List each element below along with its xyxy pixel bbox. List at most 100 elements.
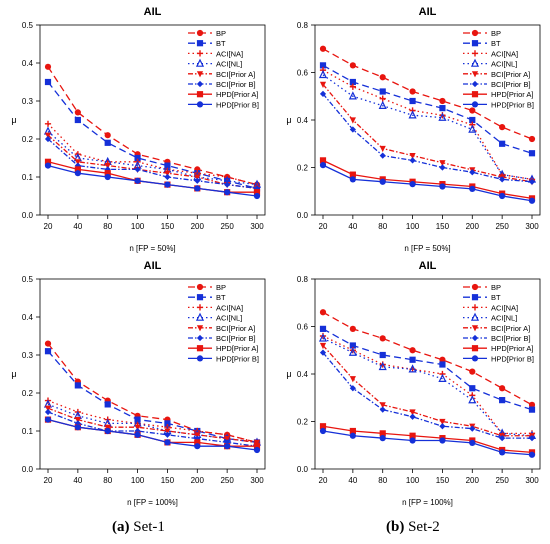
legend-label: BCI[Prior B] <box>491 80 531 89</box>
data-point <box>104 427 111 435</box>
data-point <box>164 170 171 177</box>
data-point <box>469 169 476 176</box>
data-point <box>528 401 536 408</box>
data-point <box>439 164 446 171</box>
data-point <box>74 159 81 166</box>
data-point <box>499 124 506 131</box>
x-tick-label: 100 <box>131 476 145 485</box>
data-point <box>319 342 327 350</box>
legend-label: ACI[NA] <box>216 303 243 312</box>
chart-panel-4: AIL 0.0 0.2 0.4 0.6 0.8 μ 20 40 80 100 150 200 250 300… <box>286 260 541 507</box>
data-point <box>409 356 416 363</box>
legend-label: HPD[Prior B] <box>216 100 259 109</box>
x-tick-label: 80 <box>378 222 387 231</box>
data-point <box>378 100 387 109</box>
legend-swatch-marker <box>196 71 204 78</box>
data-point <box>319 62 327 69</box>
legend-swatch-marker <box>471 283 479 291</box>
x-tick-label: 20 <box>319 476 328 485</box>
data-point <box>319 90 327 97</box>
legend-swatch-marker <box>471 304 479 311</box>
data-point <box>164 181 171 188</box>
data-point <box>44 63 52 70</box>
data-point <box>499 435 506 442</box>
data-point <box>349 432 356 439</box>
series-line <box>47 411 258 447</box>
legend-label: HPD[Prior A] <box>491 90 534 99</box>
x-tick-label: 300 <box>250 476 264 485</box>
data-point <box>379 74 386 81</box>
data-point <box>439 437 446 444</box>
legend-label: BCI[Prior B] <box>216 334 256 343</box>
x-tick-label: 40 <box>348 222 357 231</box>
series-line <box>322 352 532 439</box>
data-point <box>164 439 171 446</box>
data-point <box>349 62 356 69</box>
legend-label: ACI[NA] <box>491 49 518 58</box>
legend-swatch-marker <box>196 29 204 37</box>
data-point <box>499 397 506 404</box>
data-point <box>469 107 476 114</box>
data-point <box>319 157 327 164</box>
legend-label: BT <box>491 293 501 302</box>
data-point <box>194 443 201 450</box>
data-point <box>194 174 201 181</box>
x-tick-label: 20 <box>44 222 53 231</box>
legend-swatch-marker <box>471 71 479 78</box>
data-point <box>439 160 446 167</box>
legend-swatch-marker <box>195 312 205 321</box>
y-tick-label: 0.2 <box>297 418 309 427</box>
data-point <box>439 418 446 426</box>
data-point <box>318 333 328 342</box>
data-point <box>134 177 141 184</box>
data-point <box>469 439 476 446</box>
data-point <box>439 97 446 105</box>
x-tick-label: 250 <box>495 476 509 485</box>
data-point <box>319 162 327 169</box>
legend-label: HPD[Prior A] <box>216 344 259 353</box>
data-point <box>349 427 356 435</box>
legend-swatch-marker <box>471 294 479 301</box>
legend-label: ACI[NA] <box>491 303 518 312</box>
y-tick-label: 0.4 <box>22 59 34 68</box>
data-point <box>74 170 81 177</box>
y-tick-label: 0.5 <box>22 275 34 284</box>
legend-swatch-marker <box>471 50 479 57</box>
data-point <box>44 158 52 165</box>
series-line <box>322 74 533 181</box>
legend-swatch-marker <box>471 91 479 98</box>
legend-swatch-marker <box>196 294 204 301</box>
data-point <box>104 139 111 146</box>
data-point <box>224 177 231 184</box>
legend-label: HPD[Prior A] <box>491 344 534 353</box>
chart-panel-1: AIL 0.0 0.1 0.2 0.3 0.4 0.5 μ 20 40 80 100 150 200 250… <box>11 6 266 253</box>
data-point <box>499 385 506 392</box>
x-tick-label: 150 <box>161 476 175 485</box>
data-point <box>104 424 111 431</box>
x-axis: 20 40 80 100 150 200 250 300 <box>319 215 539 231</box>
legend-swatch-marker <box>471 80 479 88</box>
data-point <box>438 373 447 382</box>
legend-swatch-marker <box>470 312 480 321</box>
y-tick-label: 0.4 <box>297 370 309 379</box>
data-point <box>318 69 328 79</box>
series-hpd-prior-b <box>44 416 261 454</box>
data-point <box>74 166 81 173</box>
data-point <box>409 181 416 188</box>
x-tick-label: 100 <box>406 222 420 231</box>
data-point <box>409 88 416 95</box>
data-point <box>224 189 231 196</box>
data-point <box>44 162 52 169</box>
data-point <box>409 153 416 160</box>
y-tick-label: 0.4 <box>22 313 34 322</box>
legend-label: BCI[Prior A] <box>491 70 530 79</box>
legend-swatch-marker <box>471 29 479 37</box>
series-line <box>47 138 258 190</box>
y-tick-label: 0.1 <box>22 427 34 436</box>
data-point <box>499 192 506 200</box>
y-tick-label: 0.2 <box>297 164 309 173</box>
x-tick-label: 200 <box>191 222 205 231</box>
x-tick-label: 300 <box>250 222 264 231</box>
legend-label: BT <box>491 39 501 48</box>
y-axis: 0.0 0.1 0.2 0.3 0.4 0.5 <box>22 21 40 220</box>
